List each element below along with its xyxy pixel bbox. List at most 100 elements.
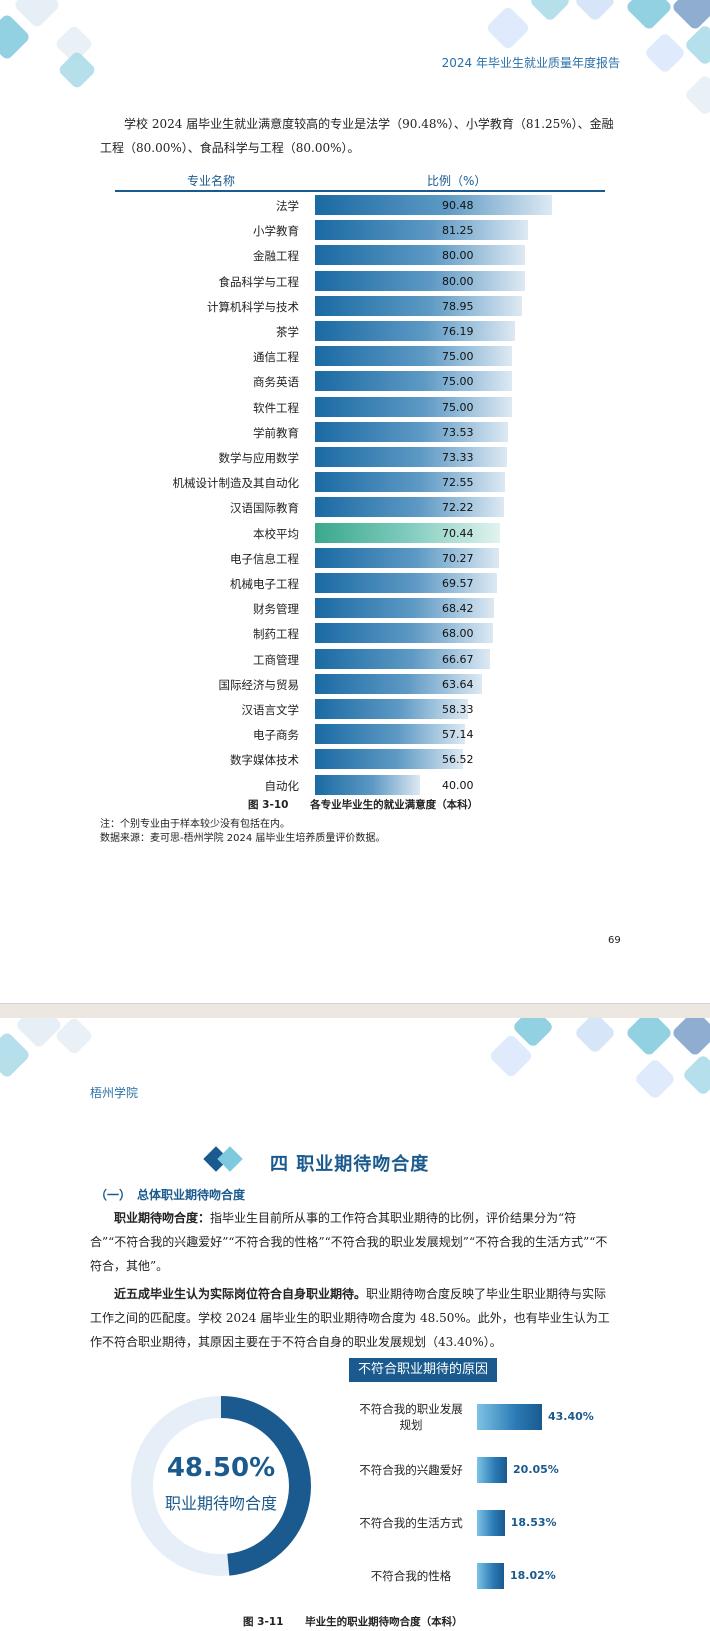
bar-value-label: 76.19 (442, 325, 474, 338)
decor-diamond (624, 1018, 674, 1058)
bar-category-label: 财务管理 (253, 602, 299, 617)
bar-category-label: 数字媒体技术 (230, 753, 299, 768)
donut-value-arc (131, 1396, 311, 1576)
reason-bar (477, 1563, 504, 1589)
reason-value-label: 18.53% (510, 1516, 557, 1529)
decor-diamond (683, 23, 710, 67)
bar-value-label: 72.55 (442, 476, 474, 490)
expectation-match-donut (131, 1396, 311, 1576)
decor-diamond (633, 1057, 677, 1101)
bar-category-label: 制药工程 (253, 627, 299, 642)
decor-diamond (528, 0, 572, 23)
bar (315, 673, 482, 694)
bar-category-label: 金融工程 (253, 249, 299, 264)
donut-label: 职业期待吻合度 (164, 1494, 277, 1513)
bar-value-label: 70.27 (442, 551, 474, 565)
reason-label: 不符合我的兴趣爱好 (359, 1463, 463, 1477)
decor-diamond (573, 0, 617, 23)
bar-category-label: 机械电子工程 (230, 577, 299, 591)
summary-paragraph: 近五成毕业生认为实际岗位符合自身职业期待。职业期待吻合度反映了毕业生职业期待与实… (90, 1282, 610, 1354)
bar (315, 472, 506, 493)
decor-diamond (12, 0, 62, 30)
bar-category-label: 汉语言文学 (241, 703, 300, 717)
bar-value-label: 57.14 (442, 728, 474, 742)
section-title: 四 职业期待吻合度 (270, 1154, 430, 1175)
bar-category-label: 自动化 (264, 778, 300, 793)
figure-3-11-caption: 图 3-11 毕业生的职业期待吻合度（本科） (243, 1614, 463, 1629)
bar (315, 648, 490, 669)
definition-term: 职业期待吻合度： (114, 1211, 211, 1225)
subsection-title: （一） 总体职业期待吻合度 (95, 1188, 246, 1202)
figure-number: 图 3-10 (248, 799, 289, 811)
bar-category-label: 机械设计制造及其自动化 (172, 476, 300, 491)
running-header-school: 梧州学院 (90, 1086, 139, 1100)
reason-label: 不符合我的生活方式 (359, 1516, 463, 1530)
bar-value-label: 73.33 (442, 451, 474, 464)
bar (315, 321, 515, 341)
bar-category-label: 法学 (276, 199, 299, 213)
bar (315, 396, 512, 417)
bar (315, 598, 495, 619)
bar (315, 346, 512, 367)
reasons-title: 不符合职业期待的原因 (349, 1358, 497, 1382)
bar-value-label: 75.00 (442, 400, 474, 414)
reason-label: 不符合我的职业发展 规划 (359, 1402, 463, 1432)
bar (315, 497, 505, 518)
decor-diamond (643, 31, 687, 75)
bar (315, 295, 522, 316)
bar (315, 447, 508, 467)
section-diamond-icon (203, 1146, 243, 1172)
bar-value-label: 68.00 (442, 627, 474, 641)
footnote-source: 数据来源：麦可思-梧州学院 2024 届毕业生培养质量评价数据。 (100, 833, 386, 844)
bar-value-label: 68.42 (442, 602, 474, 616)
footnote-sample: 注：个别专业由于样本较少没有包括在内。 (100, 819, 290, 830)
bar-value-label: 69.57 (442, 577, 474, 590)
bar-value-label: 75.00 (442, 375, 474, 389)
intro-paragraph: 学校 2024 届毕业生就业满意度较高的专业是法学（90.48%）、小学教育（8… (100, 117, 614, 155)
decor-diamond (681, 1053, 710, 1097)
bar (315, 421, 508, 442)
reason-value-label: 20.05% (513, 1463, 559, 1476)
definition-paragraph: 职业期待吻合度：指毕业生目前所从事的工作符合其职业期待的比例，评价结果分为“符合… (90, 1206, 610, 1278)
bar-category-label: 计算机科学与技术 (207, 299, 299, 314)
bar-value-label: 73.53 (442, 425, 474, 439)
decor-diamond (0, 1030, 32, 1080)
bar-value-label: 70.44 (442, 526, 474, 540)
bar-value-label: 75.00 (442, 350, 474, 364)
bar (315, 220, 528, 241)
decor-diamond (57, 50, 97, 90)
reason-value-label: 18.02% (509, 1569, 556, 1582)
chart-header-row: 专业名称 比例（%） (115, 170, 605, 192)
bar-value-label: 63.64 (442, 677, 474, 691)
figure-3-10-caption: 图 3-10 各专业毕业生的就业满意度（本科） (248, 797, 478, 812)
bar-category-label: 本校平均 (253, 526, 299, 541)
figure-title: 各专业毕业生的就业满意度（本科） (310, 799, 479, 811)
decor-diamond (0, 12, 32, 62)
donut-value: 48.50% (166, 1453, 276, 1483)
bar-category-label: 汉语国际教育 (230, 501, 299, 516)
decor-diamond (485, 5, 531, 51)
bar (315, 699, 468, 719)
definition-text: 指毕业生目前所从事的工作符合其职业期待的比例，评价结果分为“符合”“不符合我的兴… (90, 1211, 608, 1273)
reason-value-label: 43.40% (548, 1410, 594, 1423)
bar-category-label: 商务英语 (253, 375, 299, 390)
bar-value-label: 72.22 (442, 501, 474, 515)
reason-bar (477, 1457, 508, 1483)
running-header-report: 2024 年毕业生就业质量年度报告 (441, 56, 620, 70)
bar-category-label: 国际经济与贸易 (218, 677, 300, 692)
bar-value-label: 81.25 (442, 224, 474, 238)
bar (315, 547, 500, 568)
bar-value-label: 40.00 (442, 778, 474, 792)
bar-value-label: 80.00 (442, 249, 474, 263)
bar (315, 270, 525, 291)
bar-category-label: 茶学 (276, 325, 299, 339)
bar-value-label: 58.33 (442, 703, 474, 716)
reason-bar (477, 1510, 505, 1536)
bar-category-label: 软件工程 (253, 400, 299, 415)
bar-category-label: 电子商务 (253, 728, 299, 743)
bar-category-label: 通信工程 (253, 350, 299, 365)
bar (315, 371, 512, 392)
bar-category-label: 学前教育 (253, 425, 299, 440)
decor-diamond (624, 0, 674, 32)
bar-category-label: 数学与应用数学 (218, 451, 300, 465)
